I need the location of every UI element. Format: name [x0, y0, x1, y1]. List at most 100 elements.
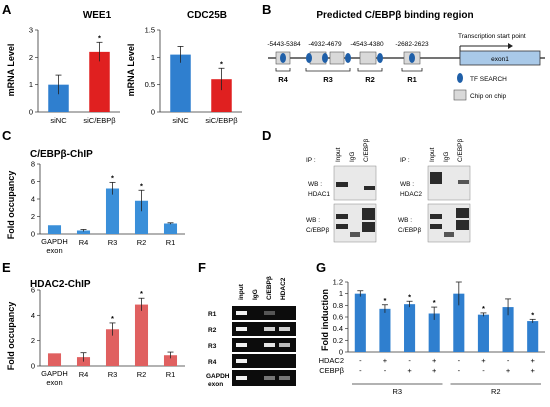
- y-tick-label: 6: [31, 286, 35, 295]
- tf-site-icon: [409, 53, 415, 63]
- legend-chip-label: Chip on chip: [470, 93, 507, 100]
- legend-chip-icon: [453, 89, 467, 101]
- gel-band: [236, 343, 247, 347]
- y-axis-label: mRNA Level: [6, 44, 16, 97]
- x-tick-label: R4: [79, 370, 89, 379]
- chart-fold-induction: Fold induction 0 0.2 0.4 0.6 0.8 1 1.2 * * * * * HDA…: [319, 278, 545, 396]
- y-tick-label: 0: [339, 348, 343, 357]
- x-tick-label: exon: [46, 246, 62, 255]
- y-tick-label: 4: [31, 195, 35, 204]
- significance-marker: *: [140, 289, 143, 298]
- panel-label-g: G: [316, 260, 326, 275]
- panel-label-b: B: [262, 2, 271, 17]
- bar: [48, 84, 69, 112]
- lane-label: Input: [335, 147, 342, 162]
- y-tick-label: 0: [31, 230, 35, 239]
- gel-band: [264, 327, 275, 331]
- x-tick-label: siNC: [50, 116, 67, 125]
- gel-lane-label: HDAC2: [280, 277, 287, 300]
- condition-sign: -: [482, 366, 485, 375]
- blot-band: [362, 208, 375, 220]
- y-tick-label: 0: [151, 108, 155, 117]
- tf-site-icon: [377, 53, 383, 63]
- region-label: R2: [365, 75, 375, 84]
- y-tick-label: 3: [29, 26, 33, 35]
- condition-sign: +: [530, 356, 535, 365]
- region-range: -2682-2623: [395, 41, 429, 48]
- y-tick-label: 0.8: [333, 301, 343, 310]
- panel-label-d: D: [262, 128, 271, 143]
- wb-label: WB :: [306, 217, 320, 224]
- blot-band: [336, 224, 348, 229]
- lane-label: C/EBPβ: [363, 138, 370, 162]
- significance-marker: *: [220, 59, 223, 68]
- condition-sign: +: [407, 366, 412, 375]
- y-tick-label: 0.5: [145, 80, 155, 89]
- wb-label: WB :: [398, 217, 412, 224]
- region-label: R4: [278, 75, 288, 84]
- gel-band: [236, 376, 247, 380]
- y-tick-label: 0.6: [333, 313, 343, 322]
- gel-row-label: R1: [208, 311, 217, 318]
- x-tick-label: siC/EBPβ: [83, 116, 116, 125]
- y-tick-label: 0.4: [333, 324, 343, 333]
- ip-label: IP :: [400, 157, 410, 164]
- tss-label: Transcription start point: [458, 33, 526, 40]
- panel-label-e: E: [2, 260, 11, 275]
- bar: [477, 314, 489, 352]
- bar: [47, 225, 62, 234]
- x-tick-label: siNC: [172, 116, 189, 125]
- blot-band: [336, 182, 348, 187]
- bar: [354, 293, 366, 352]
- y-tick-label: 2: [31, 336, 35, 345]
- x-tick-label: GAPDH: [41, 237, 68, 246]
- wb-label: WB :: [400, 181, 414, 188]
- y-tick-label: 8: [31, 160, 35, 169]
- lane-label: C/EBPβ: [457, 138, 464, 162]
- blot-band: [430, 224, 442, 229]
- condition-label: HDAC2: [319, 356, 344, 365]
- bar: [76, 230, 91, 234]
- x-tick-label: R2: [137, 370, 147, 379]
- region-bracket: [401, 68, 423, 72]
- panel-label-f: F: [198, 260, 206, 275]
- region-bracket: [305, 68, 351, 72]
- western-blot-panel: IP : Input IgG C/EBPβ WB : HDAC1 WB : C/…: [306, 138, 471, 243]
- gel-band: [264, 376, 275, 380]
- region-range: -4543-4380: [350, 41, 384, 48]
- region-range: -5443-5384: [267, 41, 301, 48]
- bar: [105, 329, 120, 366]
- bar: [89, 51, 110, 112]
- significance-marker: *: [383, 296, 386, 305]
- bar: [453, 293, 465, 352]
- gel-band: [264, 311, 275, 315]
- bar: [163, 355, 178, 366]
- gel-band: [264, 343, 275, 347]
- region-range: -4932-4679: [308, 41, 342, 48]
- blot-band: [444, 232, 454, 237]
- gel-row-label: R3: [208, 343, 217, 350]
- gel-lane-label: input: [238, 283, 245, 300]
- y-tick-label: 4: [31, 311, 35, 320]
- legend-tf-label: TF SEARCH: [470, 76, 507, 83]
- y-axis-label: mRNA Level: [126, 44, 136, 97]
- group-label: R3: [392, 387, 402, 396]
- x-tick-label: R1: [166, 370, 176, 379]
- blot-band: [456, 208, 469, 218]
- condition-label: CEBPβ: [319, 366, 344, 375]
- tf-site-icon: [345, 53, 351, 63]
- group-label: R2: [491, 387, 501, 396]
- legend-tf-icon: [457, 73, 463, 83]
- chart-title: C/EBPβ-ChIP: [30, 149, 93, 160]
- region-bracket: [275, 68, 291, 72]
- gel-band: [279, 376, 290, 380]
- condition-sign: -: [359, 356, 362, 365]
- condition-sign: -: [507, 356, 510, 365]
- bar: [134, 304, 149, 366]
- diagram-title: Predicted C/EBPβ binding region: [316, 10, 473, 21]
- blot-band: [458, 180, 469, 184]
- y-tick-label: 2: [29, 53, 33, 62]
- y-tick-label: 1: [339, 289, 343, 298]
- pcr-gel-panel: input IgG C/EBPβ HDAC2 R1 R2 R3 R4 GAPDH…: [206, 276, 296, 388]
- gel-lane-label: C/EBPβ: [266, 276, 273, 300]
